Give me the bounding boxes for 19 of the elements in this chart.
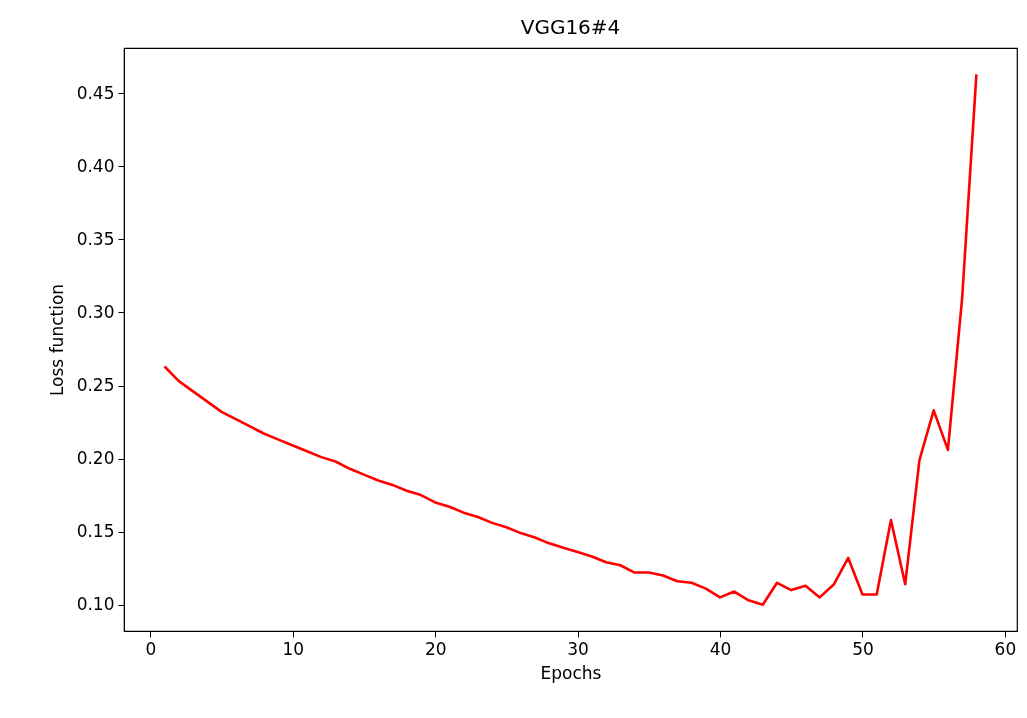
y-tick-label: 0.20: [76, 448, 115, 469]
x-tick-label: 40: [709, 638, 732, 659]
x-tick-label: 50: [852, 638, 874, 659]
y-tick-label: 0.10: [76, 594, 115, 615]
x-tick-label: 20: [424, 638, 447, 659]
y-tick-label: 0.25: [76, 375, 115, 396]
y-tick-label: 0.40: [76, 155, 115, 176]
y-tick-label: 0.30: [76, 301, 115, 322]
x-tick-label: 30: [567, 638, 589, 659]
y-tick-label: 0.35: [76, 228, 115, 249]
line-series: [163, 73, 978, 606]
y-tick-label: 0.45: [76, 82, 115, 103]
chart-title: VGG16#4: [520, 15, 621, 39]
x-tick-label: 10: [282, 638, 305, 659]
x-tick-label: 0: [145, 638, 157, 659]
y-axis-title: Loss function: [46, 283, 67, 397]
x-tick-label: 60: [994, 638, 1017, 659]
x-axis-title: Epochs: [540, 662, 602, 683]
y-tick-label: 0.15: [76, 521, 115, 542]
